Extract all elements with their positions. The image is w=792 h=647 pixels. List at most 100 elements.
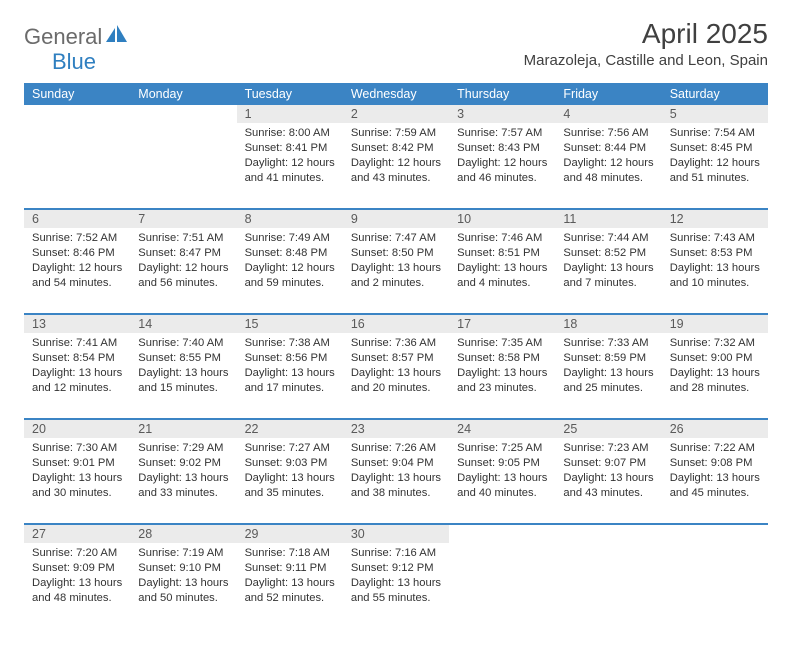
day-number-cell: 3 bbox=[449, 105, 555, 123]
content-row: Sunrise: 8:00 AMSunset: 8:41 PMDaylight:… bbox=[24, 123, 768, 209]
day-content-cell: Sunrise: 7:52 AMSunset: 8:46 PMDaylight:… bbox=[24, 228, 130, 314]
day-header: Wednesday bbox=[343, 83, 449, 105]
day-content-cell: Sunrise: 7:40 AMSunset: 8:55 PMDaylight:… bbox=[130, 333, 236, 419]
day-content-cell: Sunrise: 7:23 AMSunset: 9:07 PMDaylight:… bbox=[555, 438, 661, 524]
day-header: Sunday bbox=[24, 83, 130, 105]
sunrise-text: Sunrise: 7:23 AM bbox=[563, 441, 653, 456]
day-content-cell: Sunrise: 7:41 AMSunset: 8:54 PMDaylight:… bbox=[24, 333, 130, 419]
day-number-cell: 17 bbox=[449, 314, 555, 333]
daylight-text: Daylight: 13 hours and 25 minutes. bbox=[563, 366, 653, 396]
day-number: 21 bbox=[138, 422, 152, 436]
day-content-cell: Sunrise: 7:54 AMSunset: 8:45 PMDaylight:… bbox=[662, 123, 768, 209]
daylight-text: Daylight: 13 hours and 4 minutes. bbox=[457, 261, 547, 291]
sunrise-text: Sunrise: 7:40 AM bbox=[138, 336, 228, 351]
logo: General bbox=[24, 24, 130, 50]
day-number-cell: 29 bbox=[237, 524, 343, 543]
page-subtitle: Marazoleja, Castille and Leon, Spain bbox=[524, 52, 768, 69]
daylight-text: Daylight: 13 hours and 28 minutes. bbox=[670, 366, 760, 396]
day-content-cell bbox=[449, 543, 555, 629]
daynum-row: 20212223242526 bbox=[24, 419, 768, 438]
day-content-cell: Sunrise: 7:51 AMSunset: 8:47 PMDaylight:… bbox=[130, 228, 236, 314]
sunset-text: Sunset: 8:59 PM bbox=[563, 351, 653, 366]
day-number-cell: 25 bbox=[555, 419, 661, 438]
day-content-cell: Sunrise: 7:18 AMSunset: 9:11 PMDaylight:… bbox=[237, 543, 343, 629]
day-number-cell: 9 bbox=[343, 209, 449, 228]
day-number-cell: 27 bbox=[24, 524, 130, 543]
day-number: 24 bbox=[457, 422, 471, 436]
sunset-text: Sunset: 9:11 PM bbox=[245, 561, 335, 576]
sunrise-text: Sunrise: 7:38 AM bbox=[245, 336, 335, 351]
sunset-text: Sunset: 9:08 PM bbox=[670, 456, 760, 471]
sunset-text: Sunset: 8:54 PM bbox=[32, 351, 122, 366]
day-content-cell: Sunrise: 7:20 AMSunset: 9:09 PMDaylight:… bbox=[24, 543, 130, 629]
sunset-text: Sunset: 8:46 PM bbox=[32, 246, 122, 261]
day-header: Friday bbox=[555, 83, 661, 105]
day-number: 12 bbox=[670, 212, 684, 226]
day-number-cell: 23 bbox=[343, 419, 449, 438]
day-number: 13 bbox=[32, 317, 46, 331]
day-number: 29 bbox=[245, 527, 259, 541]
day-number-cell: 20 bbox=[24, 419, 130, 438]
day-number: 5 bbox=[670, 107, 677, 121]
day-number-cell: 28 bbox=[130, 524, 236, 543]
day-content-cell: Sunrise: 7:44 AMSunset: 8:52 PMDaylight:… bbox=[555, 228, 661, 314]
daylight-text: Daylight: 12 hours and 51 minutes. bbox=[670, 156, 760, 186]
sunset-text: Sunset: 8:56 PM bbox=[245, 351, 335, 366]
day-number: 4 bbox=[563, 107, 570, 121]
day-number-cell: 7 bbox=[130, 209, 236, 228]
title-block: April 2025 Marazoleja, Castille and Leon… bbox=[524, 18, 768, 69]
sunset-text: Sunset: 9:05 PM bbox=[457, 456, 547, 471]
sunset-text: Sunset: 8:50 PM bbox=[351, 246, 441, 261]
day-number-cell: 14 bbox=[130, 314, 236, 333]
day-number: 2 bbox=[351, 107, 358, 121]
day-number-cell: 8 bbox=[237, 209, 343, 228]
daylight-text: Daylight: 13 hours and 30 minutes. bbox=[32, 471, 122, 501]
sunrise-text: Sunrise: 7:54 AM bbox=[670, 126, 760, 141]
daylight-text: Daylight: 13 hours and 7 minutes. bbox=[563, 261, 653, 291]
day-number-cell: 15 bbox=[237, 314, 343, 333]
sunrise-text: Sunrise: 7:32 AM bbox=[670, 336, 760, 351]
daylight-text: Daylight: 13 hours and 50 minutes. bbox=[138, 576, 228, 606]
daylight-text: Daylight: 13 hours and 10 minutes. bbox=[670, 261, 760, 291]
day-number-cell bbox=[130, 105, 236, 123]
day-content-cell: Sunrise: 7:30 AMSunset: 9:01 PMDaylight:… bbox=[24, 438, 130, 524]
daylight-text: Daylight: 13 hours and 48 minutes. bbox=[32, 576, 122, 606]
day-number: 14 bbox=[138, 317, 152, 331]
day-content-cell: Sunrise: 7:33 AMSunset: 8:59 PMDaylight:… bbox=[555, 333, 661, 419]
sunset-text: Sunset: 9:04 PM bbox=[351, 456, 441, 471]
sunrise-text: Sunrise: 7:43 AM bbox=[670, 231, 760, 246]
sunrise-text: Sunrise: 7:26 AM bbox=[351, 441, 441, 456]
day-number: 25 bbox=[563, 422, 577, 436]
content-row: Sunrise: 7:30 AMSunset: 9:01 PMDaylight:… bbox=[24, 438, 768, 524]
sunset-text: Sunset: 9:00 PM bbox=[670, 351, 760, 366]
day-number: 15 bbox=[245, 317, 259, 331]
sunset-text: Sunset: 8:45 PM bbox=[670, 141, 760, 156]
daynum-row: 13141516171819 bbox=[24, 314, 768, 333]
daylight-text: Daylight: 13 hours and 38 minutes. bbox=[351, 471, 441, 501]
day-number-cell: 4 bbox=[555, 105, 661, 123]
daylight-text: Daylight: 13 hours and 35 minutes. bbox=[245, 471, 335, 501]
sunset-text: Sunset: 9:07 PM bbox=[563, 456, 653, 471]
day-number-cell: 21 bbox=[130, 419, 236, 438]
day-number: 3 bbox=[457, 107, 464, 121]
daynum-row: 1 2 3 4 5 bbox=[24, 105, 768, 123]
daylight-text: Daylight: 12 hours and 54 minutes. bbox=[32, 261, 122, 291]
day-content-cell: Sunrise: 7:38 AMSunset: 8:56 PMDaylight:… bbox=[237, 333, 343, 419]
day-content-cell bbox=[662, 543, 768, 629]
page-title: April 2025 bbox=[524, 18, 768, 50]
sunrise-text: Sunrise: 7:36 AM bbox=[351, 336, 441, 351]
sunset-text: Sunset: 9:10 PM bbox=[138, 561, 228, 576]
logo-text-2: Blue bbox=[52, 49, 96, 75]
day-number: 17 bbox=[457, 317, 471, 331]
content-row: Sunrise: 7:41 AMSunset: 8:54 PMDaylight:… bbox=[24, 333, 768, 419]
day-number: 27 bbox=[32, 527, 46, 541]
daylight-text: Daylight: 13 hours and 33 minutes. bbox=[138, 471, 228, 501]
logo-text-1: General bbox=[24, 24, 102, 50]
day-content-cell: Sunrise: 7:26 AMSunset: 9:04 PMDaylight:… bbox=[343, 438, 449, 524]
day-number: 1 bbox=[245, 107, 252, 121]
daylight-text: Daylight: 13 hours and 15 minutes. bbox=[138, 366, 228, 396]
day-number: 18 bbox=[563, 317, 577, 331]
day-content-cell: Sunrise: 7:57 AMSunset: 8:43 PMDaylight:… bbox=[449, 123, 555, 209]
day-number-cell: 13 bbox=[24, 314, 130, 333]
content-row: Sunrise: 7:20 AMSunset: 9:09 PMDaylight:… bbox=[24, 543, 768, 629]
